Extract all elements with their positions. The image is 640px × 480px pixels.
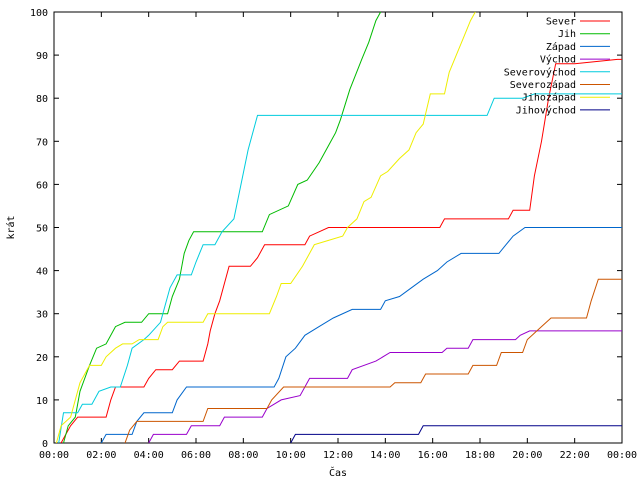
series-line-vychod <box>148 330 622 443</box>
x-tick-label: 18:00 <box>465 450 495 461</box>
y-tick-label: 20 <box>36 353 48 364</box>
series-line-severovychod <box>58 93 622 443</box>
y-axis-ticks: 0 10 20 30 40 50 60 70 80 90 100 <box>30 8 622 450</box>
legend-label-vychod: Východ <box>540 54 576 66</box>
legend-label-jih: Jih <box>558 29 576 40</box>
x-tick-label: 20:00 <box>512 450 542 461</box>
y-tick-label: 50 <box>36 224 48 235</box>
y-tick-label: 30 <box>36 310 48 321</box>
x-tick-label: 12:00 <box>323 450 353 461</box>
series-line-jihozapad <box>55 11 476 443</box>
legend-label-sever: Sever <box>546 17 576 28</box>
y-tick-label: 90 <box>36 51 48 62</box>
legend-label-jihozapad: Jihozápad <box>522 92 576 104</box>
x-tick-label: 10:00 <box>276 450 306 461</box>
legend-label-severovychod: Severovýchod <box>504 66 576 78</box>
x-tick-label: 14:00 <box>370 450 400 461</box>
series-lines <box>55 11 622 443</box>
x-axis-ticks: 00:00 02:00 04:00 06:00 08:00 10:00 12:00 14:00… <box>39 12 637 461</box>
x-tick-label: 00:00 <box>39 450 69 461</box>
y-tick-label: 100 <box>30 8 48 19</box>
series-line-jihovychod <box>290 425 622 443</box>
y-axis-label: krát <box>5 215 17 239</box>
series-line-severozapad <box>124 278 622 443</box>
x-tick-label: 16:00 <box>418 450 448 461</box>
x-tick-label: 02:00 <box>86 450 116 461</box>
y-tick-label: 70 <box>36 137 48 148</box>
y-tick-label: 10 <box>36 396 48 407</box>
series-line-zapad <box>100 227 622 443</box>
x-tick-label: 00:00 <box>607 450 637 461</box>
x-tick-label: 08:00 <box>228 450 258 461</box>
x-tick-label: 04:00 <box>134 450 164 461</box>
x-tick-label: 22:00 <box>560 450 590 461</box>
legend-label-severozapad: Severozápad <box>510 79 576 91</box>
x-tick-label: 06:00 <box>181 450 211 461</box>
series-line-jih <box>63 11 382 443</box>
y-tick-label: 80 <box>36 94 48 105</box>
legend: SeverJihZápadVýchodSeverovýchodSeverozáp… <box>504 17 610 116</box>
y-tick-label: 60 <box>36 180 48 191</box>
y-tick-label: 40 <box>36 267 48 278</box>
y-tick-label: 0 <box>42 439 48 450</box>
x-axis-label: Čas <box>329 466 347 479</box>
legend-label-jihovychod: Jihovýchod <box>516 104 576 116</box>
legend-label-zapad: Západ <box>546 41 576 53</box>
